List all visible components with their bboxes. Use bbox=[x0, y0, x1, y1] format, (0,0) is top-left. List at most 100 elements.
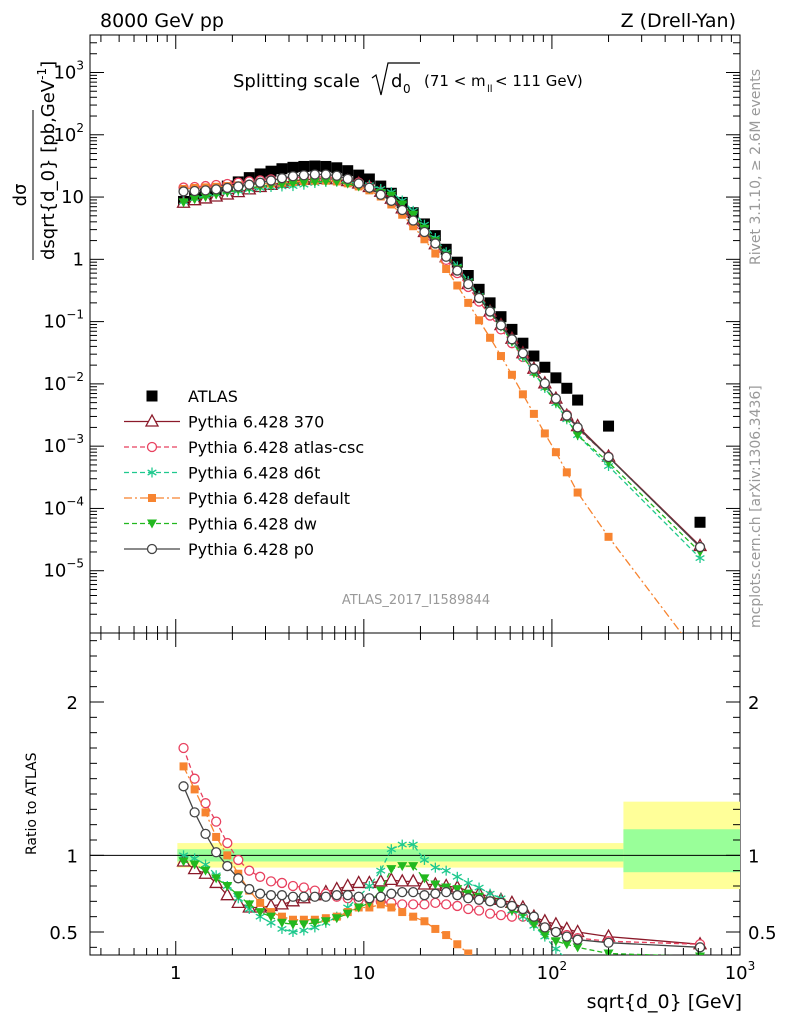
y-tick-label-ratio-left: 0.5 bbox=[49, 923, 78, 944]
data-point-p0 bbox=[200, 828, 211, 840]
series-p0 bbox=[178, 169, 706, 553]
data-point-default bbox=[529, 409, 538, 418]
data-point-p0 bbox=[419, 226, 430, 238]
data-point-ATLAS bbox=[331, 162, 343, 174]
data-point-p0 bbox=[484, 306, 496, 317]
data-point-p0 bbox=[320, 891, 331, 902]
data-point-dw bbox=[200, 866, 211, 876]
legend-entry-ATLAS: ATLAS bbox=[146, 387, 238, 406]
data-point-d6t bbox=[386, 844, 396, 855]
data-point-default bbox=[442, 931, 451, 940]
data-point-ATLAS bbox=[287, 161, 299, 173]
data-point-atlas_csc bbox=[473, 905, 485, 916]
data-point-p0 bbox=[309, 169, 321, 180]
data-point-p0 bbox=[572, 422, 583, 433]
data-point-p0 bbox=[254, 177, 266, 188]
legend-marker-default bbox=[148, 494, 156, 502]
data-point-p0 bbox=[430, 888, 441, 899]
data-point-ATLAS bbox=[342, 165, 354, 177]
data-point-d6t bbox=[376, 865, 386, 876]
data-point-dw bbox=[189, 195, 200, 205]
data-point-370 bbox=[384, 872, 399, 886]
data-point-p0 bbox=[244, 883, 255, 895]
data-point-p0 bbox=[331, 890, 342, 901]
data-point-p0 bbox=[506, 900, 518, 912]
data-point-p0 bbox=[430, 238, 441, 249]
data-point-dw bbox=[178, 198, 189, 208]
data-point-p0 bbox=[298, 891, 310, 902]
data-point-p0 bbox=[265, 890, 277, 901]
data-point-ATLAS bbox=[276, 163, 288, 175]
legend-label-ATLAS: ATLAS bbox=[188, 387, 238, 406]
data-point-dw bbox=[528, 920, 539, 930]
data-point-d6t bbox=[397, 839, 407, 850]
data-point-p0 bbox=[189, 185, 200, 197]
data-point-p0 bbox=[364, 893, 375, 904]
y-tick-label-ratio-left: 2 bbox=[67, 693, 78, 714]
data-point-p0 bbox=[178, 781, 189, 792]
data-point-default bbox=[267, 908, 276, 917]
data-point-ATLAS bbox=[473, 283, 485, 295]
data-point-atlas_csc bbox=[233, 854, 244, 866]
data-point-p0 bbox=[222, 860, 233, 872]
data-point-p0 bbox=[353, 891, 364, 902]
data-point-default bbox=[409, 912, 418, 921]
data-point-dw bbox=[244, 900, 255, 910]
data-point-p0 bbox=[550, 926, 562, 938]
data-point-atlas_csc bbox=[276, 877, 288, 889]
data-point-atlas_csc bbox=[430, 897, 441, 909]
legend-marker-ATLAS bbox=[146, 390, 158, 402]
data-point-dw bbox=[320, 917, 331, 927]
data-point-d6t bbox=[463, 877, 473, 888]
data-point-p0 bbox=[694, 942, 706, 953]
legend-entry-atlas_csc: Pythia 6.428 atlas-csc bbox=[124, 438, 364, 457]
data-point-dw bbox=[572, 943, 583, 953]
y-tick-label-ratio-left: 1 bbox=[67, 846, 78, 867]
data-point-d6t bbox=[474, 882, 484, 893]
legend-entry-default: Pythia 6.428 default bbox=[124, 489, 350, 508]
data-point-dw bbox=[430, 880, 441, 890]
data-point-p0 bbox=[211, 847, 222, 858]
data-point-dw bbox=[408, 862, 419, 872]
x-axis-label: sqrt{d_0} [GeV] bbox=[587, 991, 742, 1013]
data-point-default bbox=[464, 298, 473, 307]
data-point-atlas_csc bbox=[211, 816, 222, 827]
data-point-p0 bbox=[276, 890, 288, 901]
data-point-p0 bbox=[528, 363, 540, 374]
data-point-atlas_csc bbox=[397, 899, 408, 910]
data-point-ATLAS bbox=[539, 361, 551, 373]
y-tick-label-main: 10−4 bbox=[43, 494, 84, 519]
data-point-p0 bbox=[473, 894, 485, 905]
data-point-default bbox=[496, 352, 505, 361]
legend-marker-d6t bbox=[147, 467, 157, 478]
data-point-p0 bbox=[342, 890, 353, 901]
data-point-dw bbox=[189, 860, 200, 870]
data-point-p0 bbox=[397, 204, 408, 216]
data-point-dw bbox=[222, 882, 233, 891]
data-point-p0 bbox=[561, 931, 572, 942]
legend-label-dw: Pythia 6.428 dw bbox=[188, 515, 317, 534]
data-point-p0 bbox=[364, 182, 375, 193]
data-point-default bbox=[277, 912, 286, 921]
data-point-default bbox=[212, 832, 221, 841]
data-point-p0 bbox=[419, 890, 430, 901]
data-point-dw bbox=[386, 865, 397, 875]
data-point-default bbox=[453, 281, 462, 290]
y-tick-label-main: 103 bbox=[53, 58, 84, 83]
data-point-default bbox=[409, 222, 418, 231]
data-point-p0 bbox=[452, 890, 463, 901]
plot-title-d-sub: 0 bbox=[403, 82, 411, 96]
data-point-p0 bbox=[463, 893, 474, 904]
data-point-dw bbox=[276, 918, 287, 928]
data-point-370 bbox=[417, 876, 432, 890]
x-tick-label: 102 bbox=[537, 959, 568, 984]
data-point-p0 bbox=[178, 186, 189, 197]
data-point-default bbox=[299, 915, 308, 924]
legend-marker-p0 bbox=[146, 543, 158, 555]
data-point-ATLAS bbox=[484, 297, 496, 309]
data-point-370 bbox=[406, 873, 421, 887]
data-point-atlas_csc bbox=[419, 899, 430, 910]
data-point-default bbox=[540, 429, 549, 438]
y-tick-label-main: 10−1 bbox=[43, 308, 84, 333]
y-tick-label-main: 10−5 bbox=[43, 557, 84, 582]
